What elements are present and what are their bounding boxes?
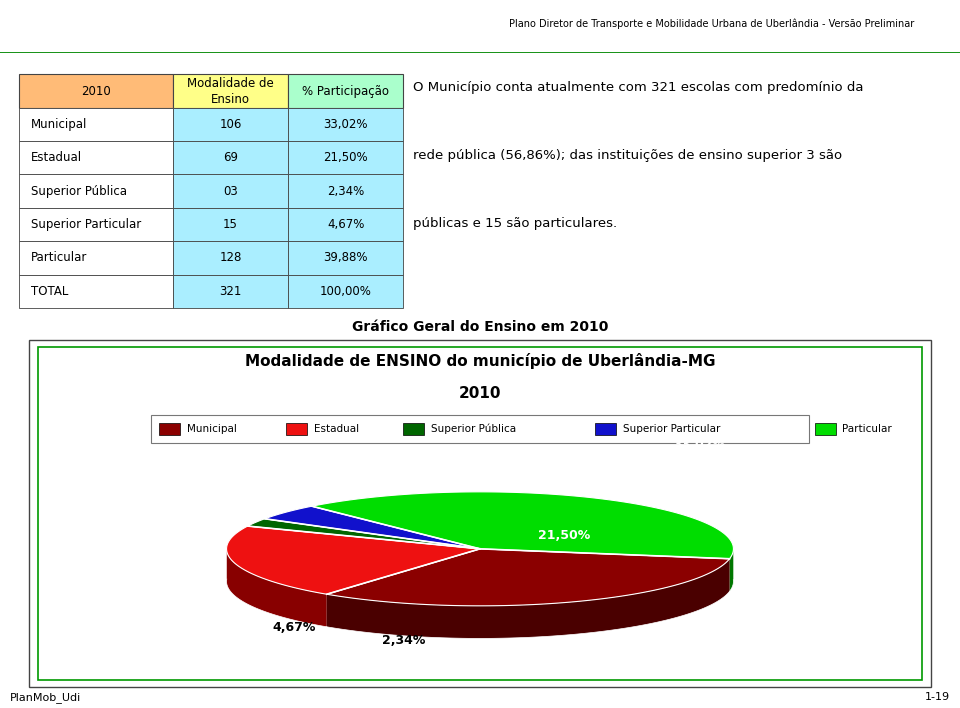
Text: 69: 69	[223, 152, 238, 164]
Text: 39,88%: 39,88%	[324, 251, 368, 264]
Text: 2010: 2010	[459, 386, 501, 401]
Bar	[19, 141, 173, 174]
Bar	[286, 423, 307, 435]
Text: 03: 03	[223, 185, 238, 198]
Bar	[288, 74, 403, 108]
Polygon shape	[326, 549, 730, 606]
Polygon shape	[326, 559, 730, 639]
Text: 100,00%: 100,00%	[320, 285, 372, 298]
Polygon shape	[248, 519, 480, 549]
Text: Estadual: Estadual	[31, 152, 82, 164]
Text: Superior Particular: Superior Particular	[31, 218, 141, 231]
Text: Modalidade de ENSINO do município de Uberlândia-MG: Modalidade de ENSINO do município de Ube…	[245, 353, 715, 370]
Bar	[288, 241, 403, 275]
Text: 106: 106	[219, 118, 242, 131]
Polygon shape	[265, 506, 480, 549]
Polygon shape	[312, 492, 733, 559]
Text: 321: 321	[219, 285, 242, 298]
Bar	[19, 74, 173, 108]
Text: Estadual: Estadual	[314, 424, 359, 434]
Text: Gráfico Geral do Ensino em 2010: Gráfico Geral do Ensino em 2010	[351, 321, 609, 334]
Text: TOTAL: TOTAL	[31, 285, 68, 298]
Text: Superior Particular: Superior Particular	[623, 424, 720, 434]
Bar	[173, 275, 288, 308]
Bar	[288, 141, 403, 174]
Text: Particular: Particular	[31, 251, 87, 264]
Text: rede pública (56,86%); das instituições de ensino superior 3 são: rede pública (56,86%); das instituições …	[413, 149, 842, 162]
Text: Superior Pública: Superior Pública	[31, 185, 127, 198]
Text: PlanMob_Udi: PlanMob_Udi	[10, 692, 81, 703]
Bar	[173, 208, 288, 241]
Text: 21,50%: 21,50%	[539, 530, 590, 542]
Text: 33,02%: 33,02%	[324, 118, 368, 131]
Bar	[814, 423, 835, 435]
Bar	[19, 241, 173, 275]
Text: Modalidade de
Ensino: Modalidade de Ensino	[187, 76, 274, 105]
Text: Particular: Particular	[843, 424, 892, 434]
FancyBboxPatch shape	[29, 340, 931, 687]
Text: 4,67%: 4,67%	[273, 620, 316, 634]
Text: 2,34%: 2,34%	[327, 185, 364, 198]
Bar	[403, 423, 424, 435]
Text: 33,02%: 33,02%	[674, 438, 726, 451]
Polygon shape	[730, 547, 733, 591]
Bar	[595, 423, 616, 435]
FancyBboxPatch shape	[37, 347, 923, 680]
Polygon shape	[227, 526, 480, 594]
Text: Municipal: Municipal	[187, 424, 237, 434]
Bar	[19, 208, 173, 241]
Text: 1-19: 1-19	[925, 692, 950, 702]
Text: O Município conta atualmente com 321 escolas com predomínio da: O Município conta atualmente com 321 esc…	[413, 81, 863, 94]
Bar	[173, 241, 288, 275]
Bar	[173, 174, 288, 208]
Bar	[19, 275, 173, 308]
Bar	[173, 108, 288, 141]
Text: 2,34%: 2,34%	[382, 634, 425, 646]
Text: Municipal: Municipal	[31, 118, 87, 131]
Bar	[159, 423, 180, 435]
Polygon shape	[227, 547, 326, 627]
Text: públicas e 15 são particulares.: públicas e 15 são particulares.	[413, 217, 617, 230]
Bar	[288, 174, 403, 208]
Text: 39,88%: 39,88%	[167, 471, 219, 484]
Bar	[19, 108, 173, 141]
Text: Superior Pública: Superior Pública	[431, 423, 516, 434]
Text: % Participação: % Participação	[302, 84, 389, 98]
Text: Plano Diretor de Transporte e Mobilidade Urbana de Uberlândia - Versão Prelimina: Plano Diretor de Transporte e Mobilidade…	[509, 18, 914, 29]
Bar	[288, 275, 403, 308]
Bar	[173, 141, 288, 174]
Text: 15: 15	[223, 218, 238, 231]
Text: 2010: 2010	[82, 84, 110, 98]
Bar	[19, 174, 173, 208]
Bar	[288, 108, 403, 141]
Text: 21,50%: 21,50%	[324, 152, 368, 164]
Bar	[173, 74, 288, 108]
Text: 128: 128	[219, 251, 242, 264]
Bar	[288, 208, 403, 241]
Text: 4,67%: 4,67%	[327, 218, 364, 231]
